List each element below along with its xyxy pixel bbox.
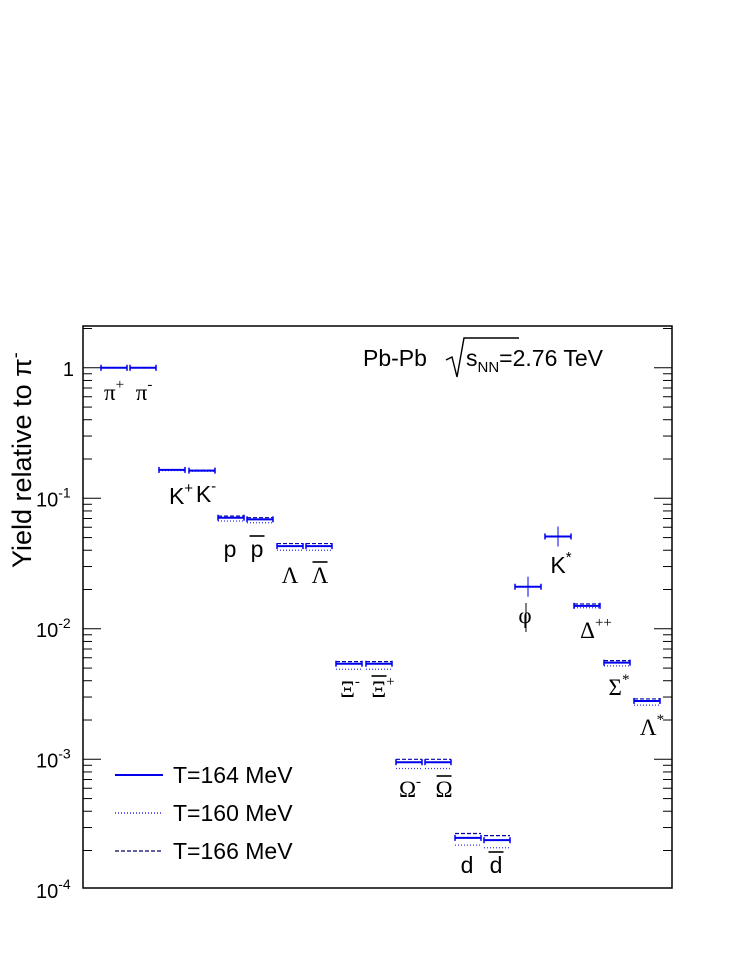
particle-label-antideuteron: d	[490, 852, 503, 878]
yield-k-minus	[188, 467, 216, 474]
yield-phi	[514, 576, 542, 632]
yield-pi-minus	[129, 364, 157, 371]
particle-label-pi-plus: π+	[104, 377, 124, 405]
yield-proton	[217, 514, 245, 522]
particle-label-antiomega: Ω	[435, 777, 452, 802]
yield-deuteron	[454, 832, 482, 846]
yield-antideuteron	[483, 835, 511, 849]
yield-k-star	[544, 526, 572, 547]
yield-lambda-star	[633, 697, 661, 706]
yield-lambda	[276, 542, 304, 551]
yield-antiomega	[424, 758, 452, 770]
particle-label-lambda-star: Λ*	[640, 712, 664, 740]
particle-label-omega-minus: Ω-	[399, 774, 421, 802]
particle-labels: π+ π-K+ K-p pΛ ΛΞ- Ξ+Ω- Ωd dφK*Δ++Σ*Λ*	[104, 377, 664, 878]
particle-label-proton: p	[224, 536, 237, 562]
legend: T=164 MeV T=160 MeV T=166 MeV	[115, 762, 293, 864]
legend-entry-solid: T=164 MeV	[115, 762, 293, 788]
particle-label-sigma-star: Σ*	[609, 672, 630, 700]
y-tick-label: 1	[63, 359, 74, 381]
yield-pi-plus	[100, 364, 128, 371]
plot-frame	[82, 325, 673, 889]
yield-k-plus	[158, 466, 186, 473]
particle-label-antilambda: Λ	[312, 563, 329, 588]
y-axis: 1 10-1 10-2 10-3 10-4	[36, 328, 672, 903]
legend-label: T=166 MeV	[173, 838, 293, 864]
yield-omega-minus	[395, 758, 423, 770]
particle-label-delta-plusplus: Δ++	[580, 615, 612, 643]
energy-variable: sNN=2.76 TeV	[466, 345, 604, 376]
particle-label-k-plus: K+	[169, 480, 193, 509]
energy-annotation: Pb-Pb sNN=2.76 TeV	[363, 337, 604, 378]
yield-antixi-plus	[365, 660, 393, 670]
legend-label: T=164 MeV	[173, 762, 293, 788]
particle-label-pi-minus: π-	[136, 377, 153, 405]
yield-marks	[100, 364, 661, 849]
particle-label-k-minus: K-	[196, 478, 216, 507]
y-tick-label: 10-2	[36, 615, 71, 642]
particle-label-lambda: Λ	[282, 563, 299, 588]
collision-system-label: Pb-Pb	[363, 345, 427, 371]
legend-entry-dotted: T=160 MeV	[115, 800, 293, 826]
particle-label-k-star: K*	[550, 549, 571, 578]
particle-label-antiproton: p	[251, 536, 264, 562]
y-axis-title: Yield relative to π-	[5, 352, 37, 568]
particle-label-deuteron: d	[461, 852, 474, 878]
legend-label: T=160 MeV	[173, 800, 293, 826]
y-tick-label: 10-1	[36, 484, 71, 511]
yield-antilambda	[305, 542, 333, 551]
particle-label-phi: φ	[518, 603, 531, 628]
y-tick-label: 10-3	[36, 745, 71, 772]
particle-label-xi-minus: Ξ-	[340, 674, 360, 702]
yield-xi-minus	[335, 660, 363, 670]
particle-label-antixi-plus: Ξ+	[371, 674, 394, 702]
legend-entry-dashed: T=166 MeV	[115, 838, 293, 864]
sqrt-symbol	[445, 337, 519, 378]
yield-delta-plusplus	[573, 602, 601, 609]
yield-antiproton	[246, 516, 274, 524]
y-tick-label: 10-4	[36, 876, 71, 903]
yield-sigma-star	[603, 659, 631, 667]
